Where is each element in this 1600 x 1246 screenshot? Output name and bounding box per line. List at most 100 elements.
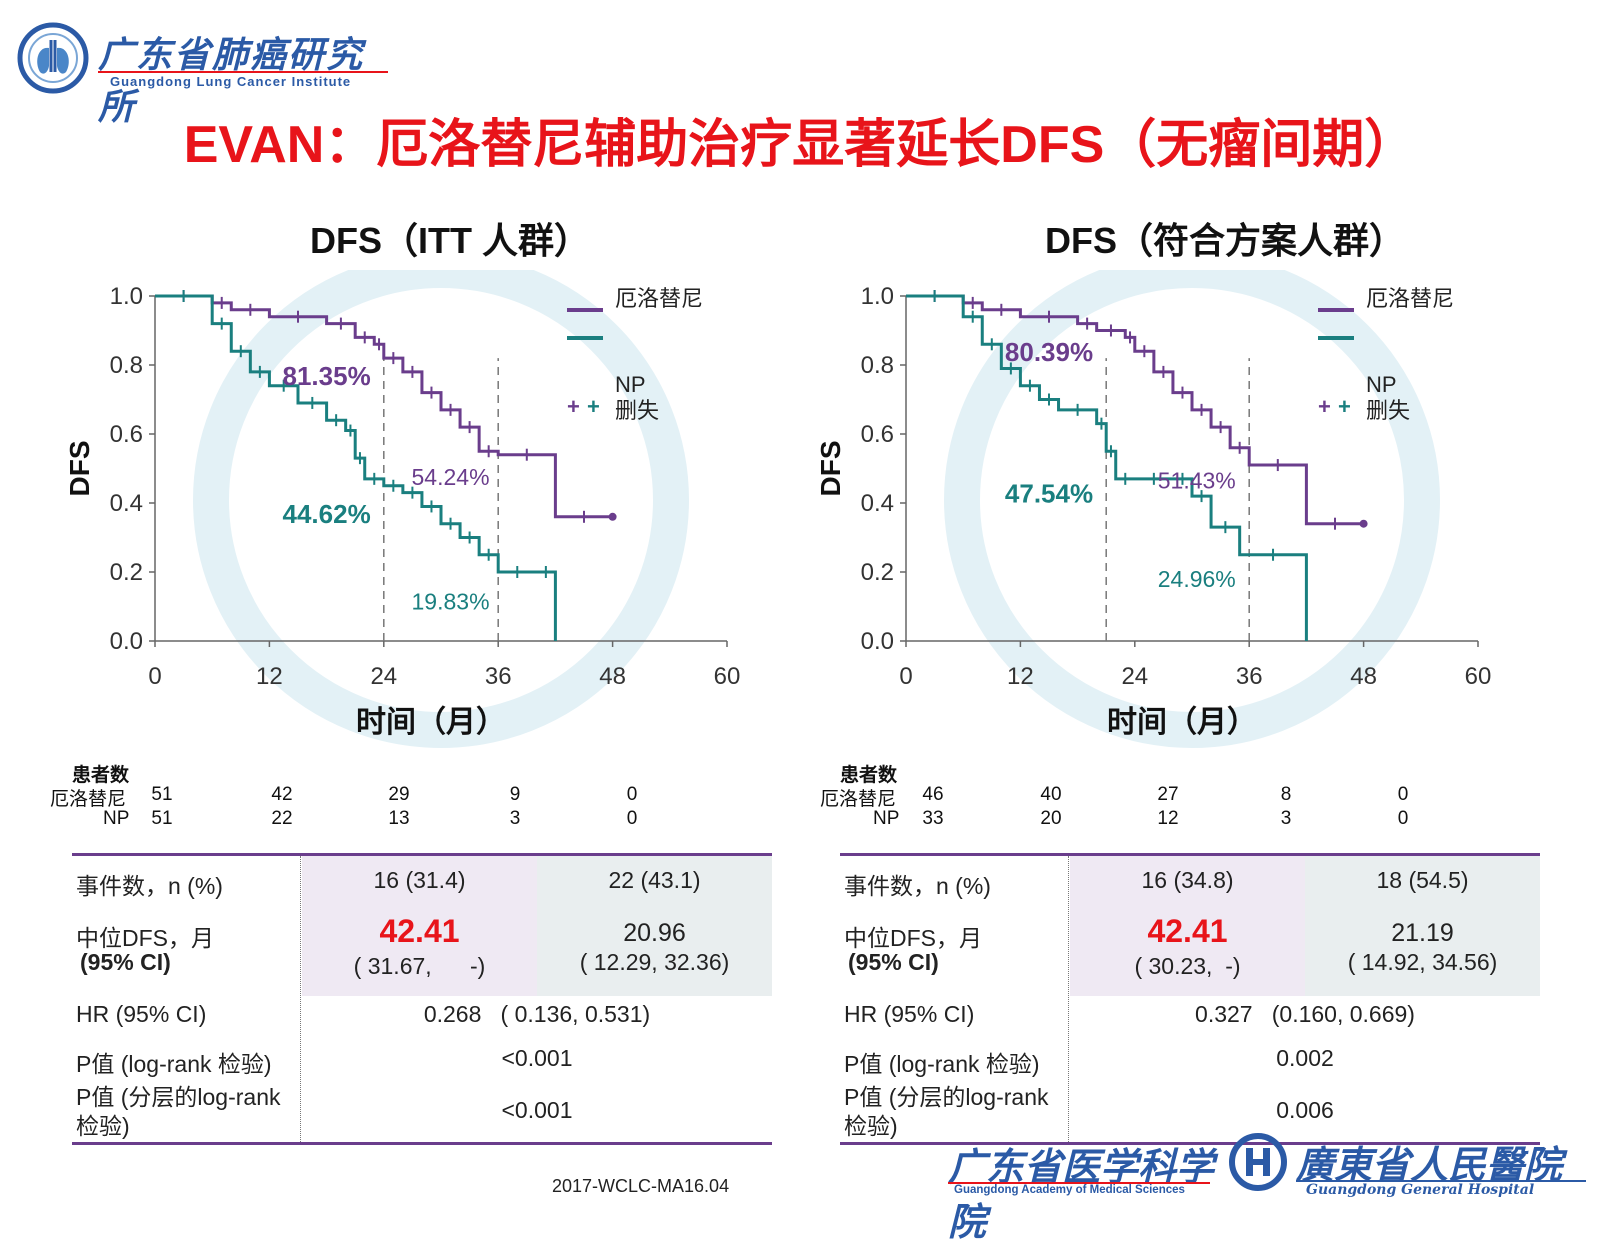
risk-value: 27 [1157, 784, 1179, 805]
table-top-rule [840, 853, 1540, 856]
median-ci-erlotinib: ( 31.67, -) [353, 953, 486, 979]
events-label: 事件数，n (%) [844, 873, 991, 899]
lung-emblem-icon [17, 22, 89, 94]
risk-value: 0 [1397, 808, 1409, 829]
risk-value: 51 [151, 808, 173, 829]
risk-table-pp: 患者数 厄洛替尼 NP 46 40 27 8 0 33 20 12 3 0 [800, 760, 1600, 830]
risk-value: 51 [151, 784, 173, 805]
x-tick-label: 0 [148, 663, 161, 690]
median-ci-np: ( 14.92, 34.56) [1347, 949, 1498, 975]
median-erlotinib: 42.41 [1147, 913, 1228, 949]
survival-annotation: 19.83% [412, 588, 490, 614]
y-tick-label: 1.0 [110, 283, 143, 310]
y-tick-label: 0.2 [861, 559, 894, 586]
legend-label-censor: 删失 [615, 398, 659, 423]
legend-label-censor: 删失 [1366, 398, 1410, 423]
risk-value: 0 [626, 784, 638, 805]
median-ci-erlotinib: ( 30.23, -) [1134, 953, 1241, 979]
erlotinib-column-shade [302, 856, 537, 996]
legend-label-erlotinib: 厄洛替尼 [1366, 286, 1454, 311]
x-tick-label: 36 [485, 663, 512, 690]
hospital-name-cn: 廣東省人民醫院 [1296, 1142, 1563, 1187]
y-tick-label: 0.0 [110, 628, 143, 655]
survival-annotation: 24.96% [1158, 566, 1236, 592]
chart-title-itt: DFS（ITT 人群） [310, 220, 590, 261]
p-strat-label: P值 (分层的log-rank 检验) [844, 1084, 1049, 1139]
legend-label-erlotinib: 厄洛替尼 [615, 286, 703, 311]
events-np: 22 (43.1) [608, 867, 701, 893]
hr-value: 0.327 (0.160, 0.669) [1195, 1001, 1415, 1027]
risk-value: 3 [509, 808, 521, 829]
academy-name-en: Guangdong Academy of Medical Sciences [954, 1184, 1185, 1196]
median-erlotinib: 42.41 [379, 913, 460, 949]
risk-value: 8 [1280, 784, 1292, 805]
risk-header: 患者数 [72, 765, 130, 786]
events-label: 事件数，n (%) [76, 873, 223, 899]
survival-annotation: 80.39% [1005, 337, 1093, 367]
y-tick-label: 0.4 [110, 490, 143, 517]
y-axis-label: DFS [64, 441, 95, 497]
x-tick-label: 0 [899, 663, 912, 690]
institute-logo: 广东省肺癌研究所 Guangdong Lung Cancer Institute [12, 22, 392, 128]
stats-table-pp: 事件数，n (%) 16 (34.8) 18 (54.5) 中位DFS，月 (9… [840, 853, 1540, 1145]
x-tick-label: 36 [1236, 663, 1263, 690]
survival-annotation: 44.62% [283, 499, 371, 529]
risk-value: 42 [271, 784, 293, 805]
np-curve [155, 294, 557, 641]
y-tick-label: 0.8 [861, 352, 894, 379]
academy-underline [948, 1182, 1210, 1184]
footer-reference: 2017-WCLC-MA16.04 [552, 1176, 730, 1196]
hospital-underline [1296, 1180, 1586, 1182]
legend-swatch-censor: + [1338, 394, 1351, 419]
stats-table-itt: 事件数，n (%) 16 (31.4) 22 (43.1) 中位DFS，月 (9… [72, 853, 772, 1145]
risk-value: 20 [1040, 808, 1062, 829]
p-value: 0.002 [1276, 1045, 1334, 1071]
survival-annotation: 47.54% [1005, 478, 1093, 508]
x-tick-label: 24 [1121, 663, 1148, 690]
risk-value: 9 [509, 784, 521, 805]
academy-logo: 广东省医学科学院 Guangdong Academy of Medical Sc… [948, 1136, 1218, 1244]
median-ci-label: (95% CI) [848, 949, 939, 975]
survival-annotation: 51.43% [1158, 468, 1236, 494]
np-column-shade [1305, 856, 1540, 996]
hospital-logo: 廣東省人民醫院 Guangdong General Hospital [1228, 1132, 1598, 1198]
p-value: <0.001 [501, 1045, 573, 1071]
risk-label-np: NP [103, 808, 130, 829]
median-np: 20.96 [623, 919, 686, 947]
legend-label-np: NP [1366, 372, 1397, 397]
p-strat-label: P值 (分层的log-rank 检验) [76, 1084, 281, 1139]
slide-title: EVAN：厄洛替尼辅助治疗显著延长DFS（无瘤间期） [183, 116, 1417, 174]
erlotinib-column-shade [1070, 856, 1305, 996]
x-tick-label: 48 [599, 663, 626, 690]
institute-name-cn: 广东省肺癌研究所 [98, 34, 365, 128]
table-bottom-rule [840, 1142, 1540, 1145]
np-curve [906, 294, 1308, 641]
legend-label-np: NP [615, 372, 646, 397]
curve-end-mark [608, 512, 617, 521]
legend-swatch-censor: + [1318, 394, 1331, 419]
risk-value: 3 [1280, 808, 1292, 829]
y-axis-label: DFS [815, 441, 846, 497]
watermark-ring [193, 270, 689, 748]
median-ci-np: ( 12.29, 32.36) [579, 949, 730, 975]
logo-underline [98, 71, 388, 73]
x-axis-label: 时间（月） [356, 705, 506, 739]
column-divider [300, 856, 301, 1142]
y-tick-label: 0.6 [110, 421, 143, 448]
legend-swatch-censor: + [587, 394, 600, 419]
p-label: P值 (log-rank 检验) [844, 1051, 1040, 1077]
x-axis-label: 时间（月） [1107, 705, 1257, 739]
x-tick-label: 60 [1465, 663, 1492, 690]
x-tick-label: 12 [256, 663, 283, 690]
y-tick-label: 1.0 [861, 283, 894, 310]
risk-value: 40 [1040, 784, 1062, 805]
y-tick-label: 0.4 [861, 490, 894, 517]
hospital-name-en: Guangdong General Hospital [1306, 1182, 1535, 1198]
risk-label-erlotinib: 厄洛替尼 [50, 789, 127, 810]
p-label: P值 (log-rank 检验) [76, 1051, 272, 1077]
x-tick-label: 24 [370, 663, 397, 690]
y-tick-label: 0.0 [861, 628, 894, 655]
km-chart-itt: 0.0 0.2 0.4 0.6 0.8 1.0 0 12 24 36 48 60 时间（月） DFS 81.… [64, 270, 740, 748]
events-erlotinib: 16 (31.4) [373, 867, 466, 893]
events-erlotinib: 16 (34.8) [1141, 867, 1234, 893]
